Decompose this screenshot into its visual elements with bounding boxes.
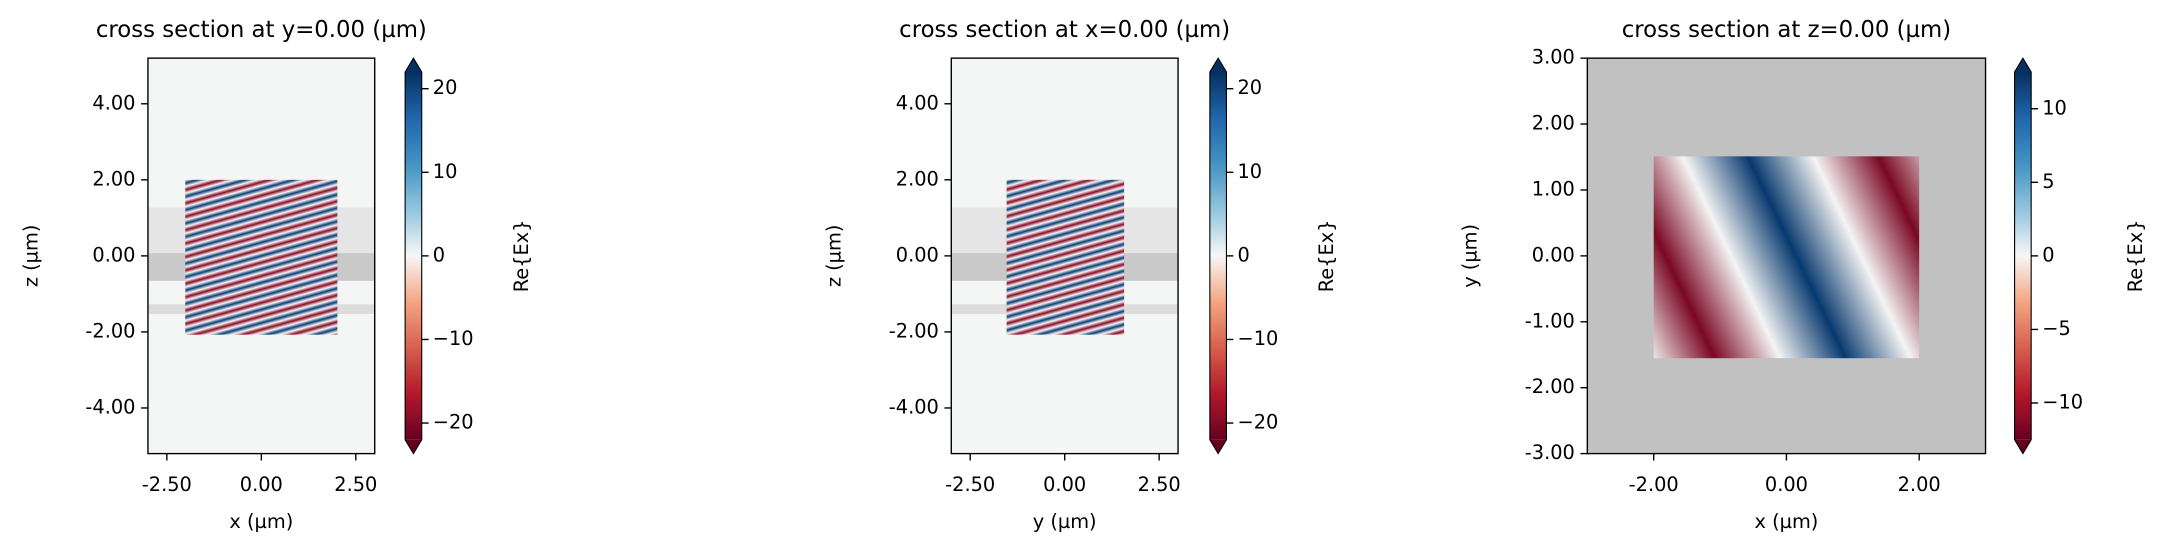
y-tick-label: -2.00 <box>85 319 135 342</box>
colorbar-extend <box>2014 439 2032 454</box>
x-tick-label: -2.50 <box>945 473 995 496</box>
colorbar-tick-label: −10 <box>1238 327 1279 350</box>
colorbar-frame <box>1209 57 1228 455</box>
colorbar-tick-label: −20 <box>433 411 474 434</box>
colorbar-frame <box>2014 57 2032 455</box>
colorbar-tick-label: −10 <box>433 327 474 350</box>
colorbar-tick-label: 20 <box>433 76 458 99</box>
y-tick-label: 0.00 <box>896 243 939 266</box>
y-tick-label: 2.00 <box>896 167 939 190</box>
colorbar <box>405 71 422 440</box>
colorbar-tick-label: 0 <box>433 243 445 266</box>
y-tick-label: -2.00 <box>1525 375 1575 398</box>
y-tick-label: 4.00 <box>92 91 135 114</box>
y-tick-label: 0.00 <box>92 243 135 266</box>
colorbar-tick-label: −5 <box>2042 317 2071 340</box>
colorbar-extend <box>2014 58 2032 72</box>
field <box>1006 179 1125 335</box>
y-tick-label: -4.00 <box>85 395 135 418</box>
colorbar-tick-label: −10 <box>2042 390 2083 413</box>
colorbar-label: Re{Ex} <box>510 219 533 292</box>
colorbar-tick-label: 5 <box>2042 170 2054 193</box>
field <box>185 179 338 335</box>
title: cross section at y=0.00 (µm) <box>96 17 427 43</box>
x-tick-label: 2.50 <box>1138 473 1181 496</box>
y-tick-label: -1.00 <box>1525 309 1575 332</box>
colorbar-extend <box>1209 58 1227 72</box>
y-axis-label: y (µm) <box>1459 224 1482 288</box>
colorbar-extend <box>405 58 422 72</box>
y-axis-label: z (µm) <box>19 225 42 288</box>
y-tick-label: -4.00 <box>889 395 939 418</box>
y-tick-label: 2.00 <box>92 167 135 190</box>
y-tick-label: 3.00 <box>1532 46 1575 69</box>
colorbar-tick-label: 10 <box>2042 96 2067 119</box>
x-axis-label: x (µm) <box>229 510 293 533</box>
y-tick-label: -3.00 <box>1525 441 1575 464</box>
colorbar-label: Re{Ex} <box>1315 219 1338 292</box>
x-tick-label: 0.00 <box>240 473 283 496</box>
x-axis-label: y (µm) <box>1033 510 1097 533</box>
y-tick-label: -2.00 <box>889 319 939 342</box>
colorbar <box>2014 71 2032 440</box>
colorbar-tick-label: 10 <box>1238 160 1263 183</box>
x-tick-label: -2.00 <box>1629 473 1679 496</box>
y-tick-label: 4.00 <box>896 91 939 114</box>
title: cross section at x=0.00 (µm) <box>899 17 1230 43</box>
x-tick-label: -2.50 <box>142 473 192 496</box>
x-tick-label: 0.00 <box>1765 473 1808 496</box>
x-axis-label: x (µm) <box>1755 510 1819 533</box>
y-axis-label: z (µm) <box>823 225 846 288</box>
x-tick-label: 0.00 <box>1043 473 1086 496</box>
colorbar-tick-label: 0 <box>1238 243 1250 266</box>
title: cross section at z=0.00 (µm) <box>1622 17 1951 43</box>
colorbar-label: Re{Ex} <box>2124 219 2147 292</box>
colorbar-tick-label: 0 <box>2042 243 2054 266</box>
field <box>1653 156 1920 359</box>
y-tick-label: 0.00 <box>1532 243 1575 266</box>
x-tick-label: 2.00 <box>1898 473 1941 496</box>
x-tick-label: 2.50 <box>334 473 377 496</box>
colorbar-extend <box>1209 439 1227 454</box>
y-tick-label: 2.00 <box>1532 112 1575 135</box>
colorbar <box>1209 71 1227 440</box>
colorbar-extend <box>405 439 422 454</box>
colorbar-frame <box>404 57 423 455</box>
colorbar-tick-label: −20 <box>1238 411 1279 434</box>
y-tick-label: 1.00 <box>1532 177 1575 200</box>
colorbar-tick-label: 10 <box>433 160 458 183</box>
colorbar-tick-label: 20 <box>1238 76 1263 99</box>
